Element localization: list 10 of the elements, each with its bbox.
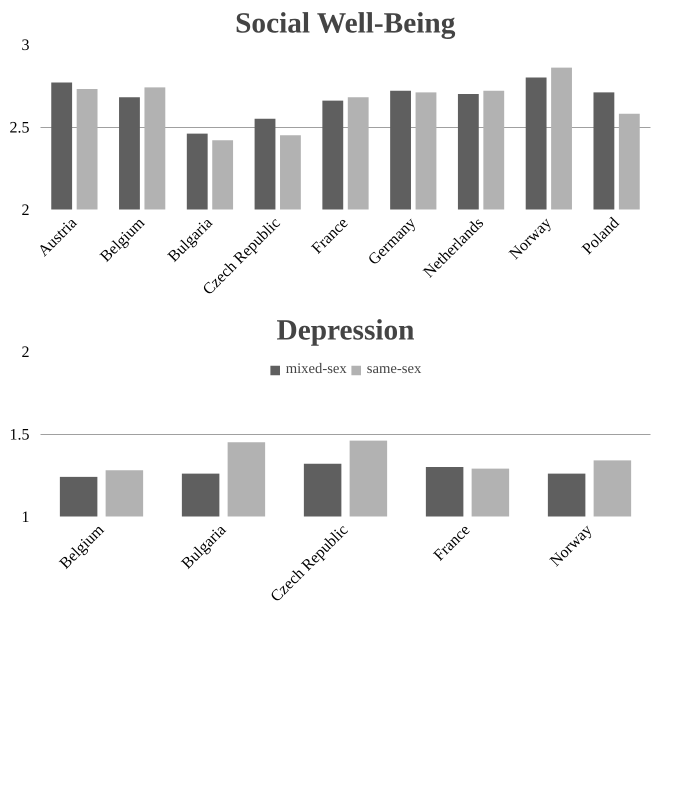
y-tick-label: 1.5 (10, 426, 30, 444)
legend-label: same-sex (366, 361, 422, 378)
chart-title: Depression (276, 314, 414, 346)
legend-label: mixed-sex (286, 361, 347, 378)
y-tick-label: 3 (22, 37, 30, 54)
y-tick-label: 1 (22, 509, 30, 526)
chart-title: Social Well-Being (235, 8, 456, 40)
y-tick-label: 2.5 (10, 120, 30, 136)
y-tick-label: 2 (22, 202, 30, 219)
y-tick-label: 2 (22, 344, 30, 361)
